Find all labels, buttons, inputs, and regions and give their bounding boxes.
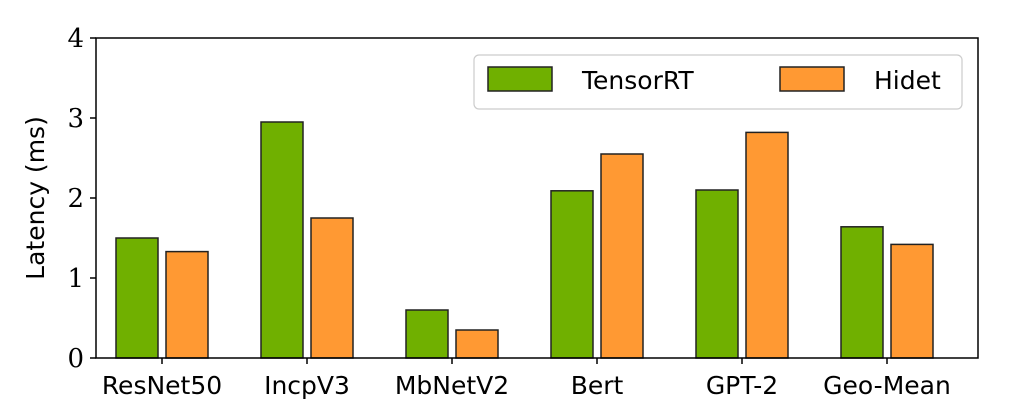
bar-tensorrt-mbnetv2 — [405, 309, 449, 359]
y-tick-label: 1 — [67, 264, 84, 294]
legend: TensorRT Hidet — [473, 54, 963, 110]
legend-label-tensorrt: TensorRT — [581, 66, 694, 95]
x-tick-label: GPT-2 — [706, 371, 778, 400]
bar-hidet-gpt-2 — [745, 131, 789, 359]
legend-swatch-hidet — [779, 66, 845, 92]
y-axis-ticks: 0 1 2 3 4 — [67, 24, 96, 374]
x-axis-ticks: ResNet50 IncpV3 MbNetV2 Bert GPT-2 Geo-Mean — [102, 358, 951, 400]
bar-hidet-incpv3 — [310, 217, 354, 359]
y-tick-label: 3 — [67, 104, 84, 134]
legend-swatch-tensorrt — [487, 66, 553, 92]
x-tick-label: MbNetV2 — [395, 371, 509, 400]
bars-layer — [115, 121, 934, 359]
y-axis-label: Latency (ms) — [21, 116, 50, 280]
y-tick-label: 2 — [67, 184, 84, 214]
x-tick-label: IncpV3 — [264, 371, 350, 400]
y-tick-label: 0 — [67, 344, 84, 374]
bar-tensorrt-resnet50 — [115, 237, 159, 359]
legend-label-hidet: Hidet — [874, 66, 941, 95]
bar-tensorrt-geo-mean — [840, 226, 884, 359]
bar-tensorrt-bert — [550, 190, 594, 359]
y-tick-label: 4 — [67, 24, 84, 54]
bar-hidet-bert — [600, 153, 644, 359]
bar-tensorrt-incpv3 — [260, 121, 304, 359]
bar-hidet-geo-mean — [890, 243, 934, 359]
bar-tensorrt-gpt-2 — [695, 189, 739, 359]
bar-hidet-resnet50 — [165, 250, 209, 359]
x-tick-label: Geo-Mean — [823, 371, 951, 400]
bar-hidet-mbnetv2 — [455, 329, 499, 359]
x-tick-label: Bert — [571, 371, 624, 400]
x-tick-label: ResNet50 — [102, 371, 222, 400]
